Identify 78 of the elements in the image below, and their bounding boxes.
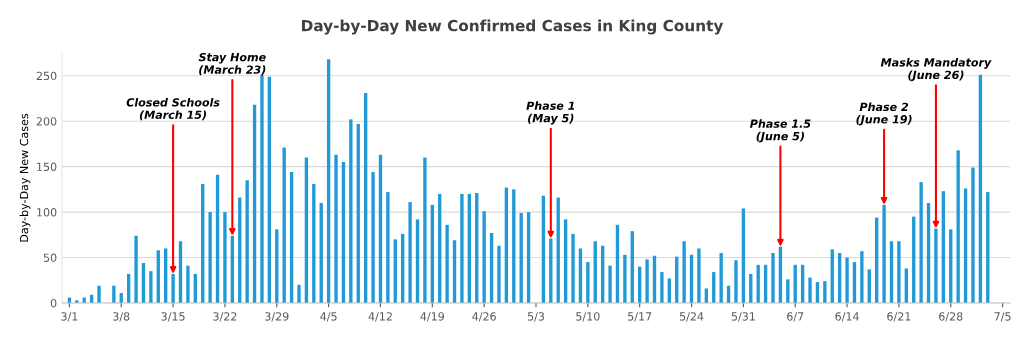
- bar: [326, 59, 331, 303]
- x-tick-label: 6/14: [835, 312, 859, 322]
- bar: [963, 188, 968, 303]
- x-tick-label: 5/31: [731, 312, 755, 322]
- x-tick-label: 7/5: [994, 312, 1011, 322]
- bar: [586, 262, 590, 303]
- x-tick-label: 5/3: [527, 312, 545, 322]
- bar: [719, 253, 723, 303]
- bar: [734, 260, 738, 303]
- x-tick-label: 3/22: [213, 312, 237, 322]
- annotation: Stay Home (March 23): [198, 52, 266, 76]
- bar: [645, 259, 649, 303]
- bar: [97, 285, 101, 303]
- x-tick-label: 5/17: [628, 312, 652, 322]
- annotation: Phase 1 (May 5): [526, 101, 575, 125]
- bar: [623, 254, 627, 303]
- bar: [919, 182, 923, 303]
- annotation: Masks Mandatory (June 26): [880, 57, 992, 82]
- bar: [267, 76, 272, 303]
- bar: [741, 208, 746, 303]
- bar: [186, 265, 190, 303]
- bar: [608, 265, 612, 303]
- bar: [571, 233, 575, 303]
- bar: [408, 202, 412, 303]
- bar: [334, 154, 338, 303]
- x-tick-label: 4/26: [472, 312, 496, 322]
- bar: [260, 74, 264, 303]
- x-tick-label: 6/21: [887, 312, 911, 322]
- bar: [860, 251, 864, 303]
- y-tick-label: 50: [43, 253, 57, 262]
- bar: [112, 285, 116, 303]
- y-axis-title: Day-by-Day New Cases: [19, 113, 31, 242]
- bar: [971, 167, 975, 303]
- annotation: Phase 2 (June 19): [856, 102, 912, 126]
- bar: [660, 272, 664, 303]
- bar: [808, 277, 812, 303]
- y-tick-label: 150: [37, 162, 57, 172]
- bar: [297, 284, 301, 303]
- bar: [771, 253, 775, 303]
- bar: [482, 211, 486, 303]
- x-tick-label: 4/5: [320, 312, 337, 322]
- x-tick-label: 6/7: [787, 312, 804, 322]
- bar: [386, 192, 390, 303]
- bar: [697, 248, 701, 303]
- bar: [823, 281, 827, 303]
- bar: [978, 74, 983, 303]
- x-tick-label: 3/8: [113, 312, 130, 322]
- bar: [445, 224, 449, 303]
- bar: [956, 150, 960, 303]
- y-tick-label: 100: [37, 208, 57, 217]
- x-tick-label: 4/19: [420, 312, 445, 322]
- x-tick-label: 3/1: [61, 312, 78, 322]
- y-tick-label: 250: [36, 71, 57, 81]
- bar: [897, 241, 901, 303]
- bar: [149, 271, 153, 303]
- y-tick-label: 0: [50, 298, 57, 308]
- x-tick-label: 4/12: [368, 312, 392, 322]
- bar: [223, 212, 227, 303]
- x-tick-label: 5/24: [679, 312, 704, 322]
- bar: [363, 93, 368, 303]
- x-tick-label: 3/15: [161, 312, 185, 322]
- y-tick-label: 200: [36, 117, 57, 126]
- bar: [460, 193, 464, 303]
- bar: [371, 172, 375, 303]
- x-tick-label: 6/28: [939, 312, 963, 322]
- bar: [245, 180, 249, 303]
- annotation: Closed Schools (March 15): [126, 97, 220, 121]
- bar: [682, 241, 686, 303]
- x-tick-label: 3/29: [265, 312, 289, 322]
- bar: [208, 212, 212, 303]
- bar: [497, 245, 501, 303]
- chart-title: Day-by-Day New Confirmed Cases in King County: [302, 19, 724, 35]
- x-tick-label: 5/10: [576, 312, 600, 322]
- bar: [423, 157, 427, 303]
- bar: [134, 235, 138, 303]
- annotation: Phase 1.5 (June 5): [750, 119, 811, 143]
- bar: [845, 257, 849, 303]
- bar: [349, 119, 353, 303]
